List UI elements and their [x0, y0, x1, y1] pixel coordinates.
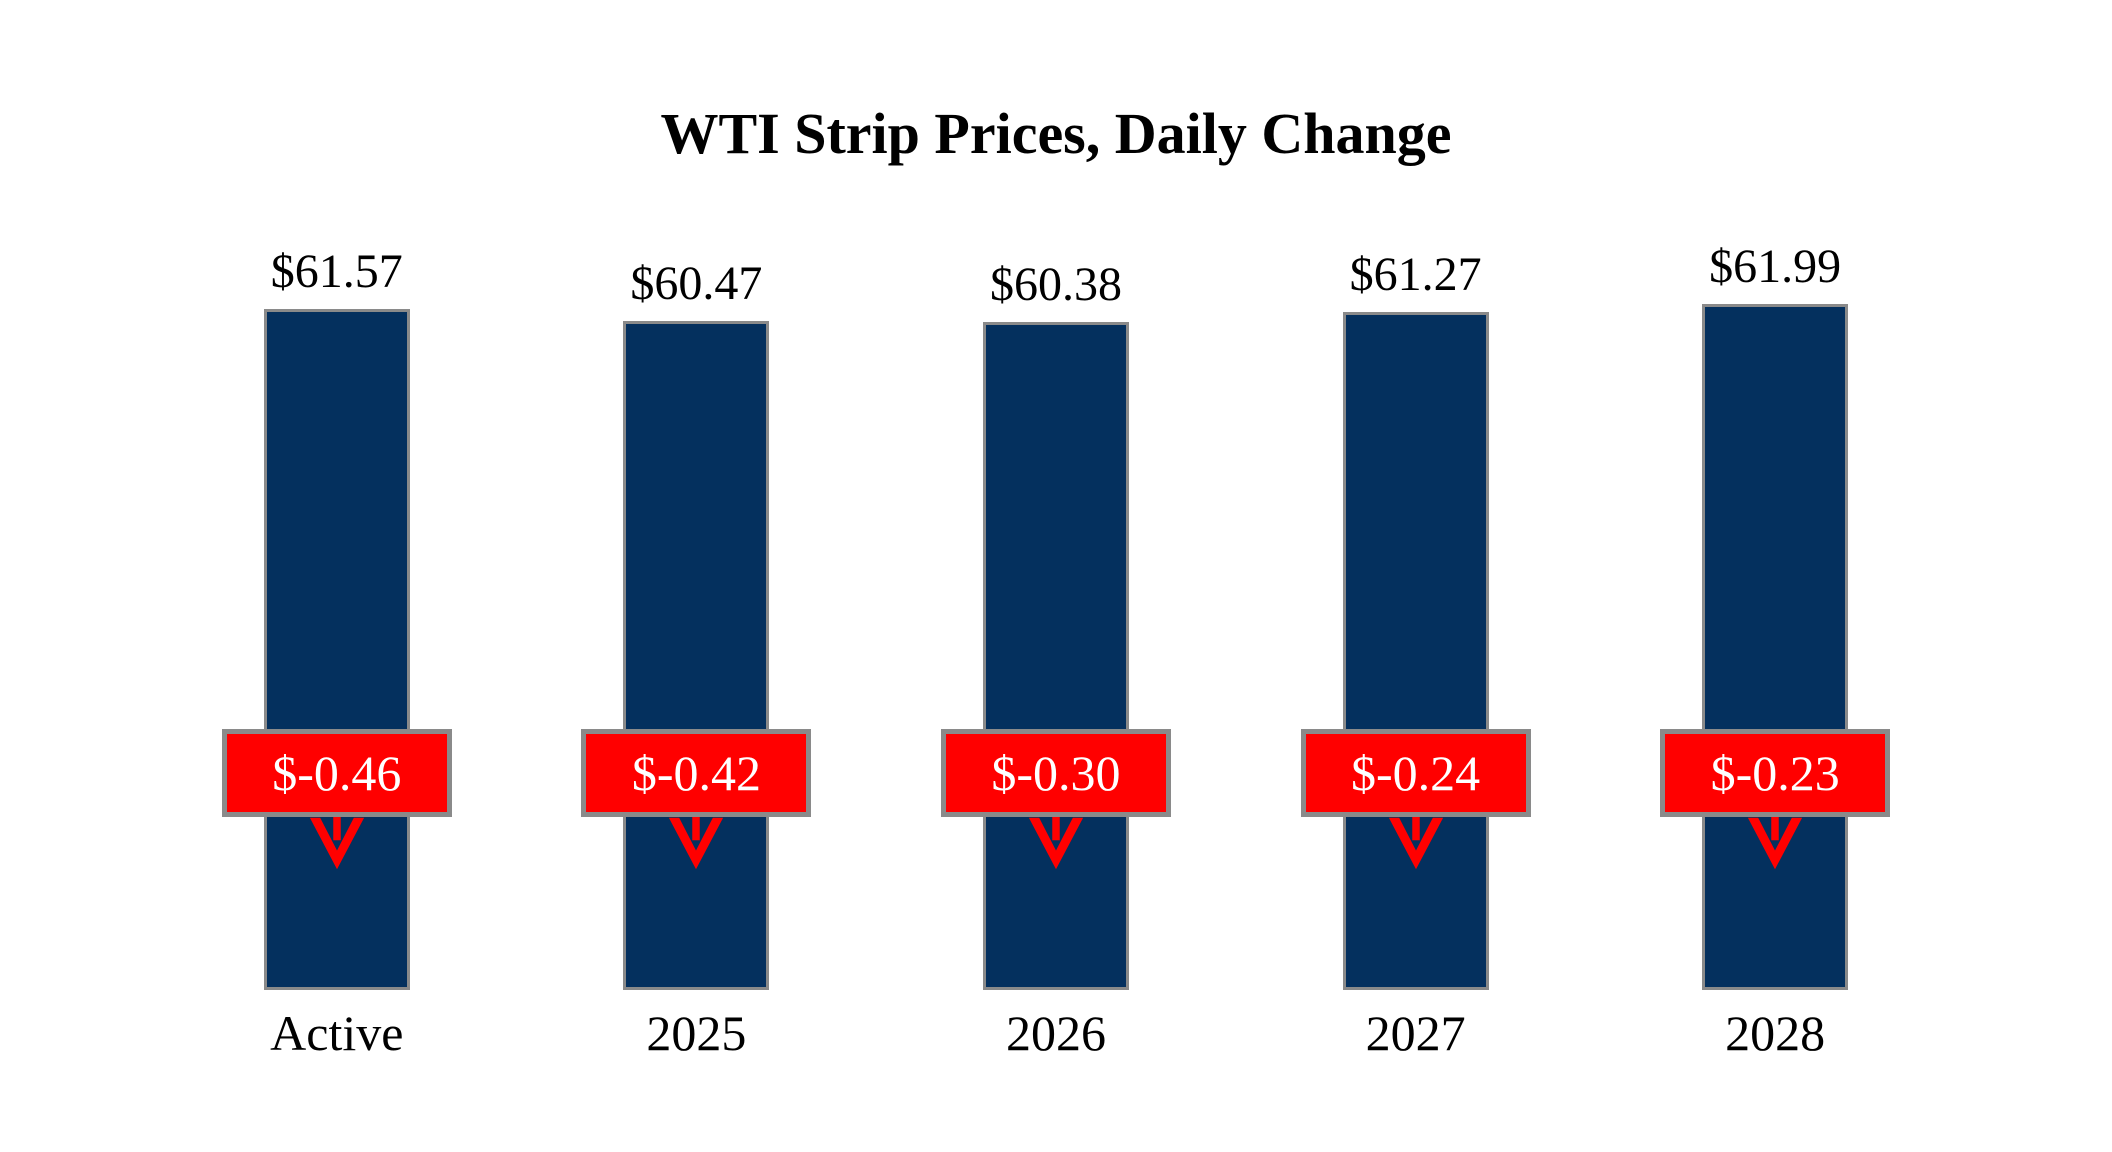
bar-group: $61.99 $-0.23 2028	[1595, 239, 1955, 1061]
down-arrow-icon	[1388, 815, 1443, 870]
down-arrow-icon	[669, 815, 724, 870]
change-badge: $-0.30	[940, 729, 1171, 817]
change-badge: $-0.42	[581, 729, 812, 817]
change-value: $-0.30	[991, 745, 1121, 801]
price-label: $60.47	[630, 257, 763, 310]
bar: $-0.30	[940, 322, 1171, 990]
bar-group: $60.47 $-0.42 2025	[517, 256, 877, 1061]
bar: $-0.24	[1300, 312, 1531, 990]
change-badge: $-0.46	[221, 729, 452, 817]
change-value: $-0.23	[1710, 745, 1840, 801]
bar: $-0.23	[1660, 304, 1891, 990]
category-label: 2027	[1365, 1005, 1466, 1061]
bar: $-0.46	[221, 309, 452, 990]
change-value: $-0.24	[1351, 745, 1481, 801]
change-badge: $-0.24	[1300, 729, 1531, 817]
chart-title: WTI Strip Prices, Daily Change	[660, 101, 1452, 166]
category-label: 2025	[646, 1005, 747, 1061]
price-label: $61.27	[1349, 248, 1482, 301]
down-arrow-icon	[309, 815, 364, 870]
change-value: $-0.42	[631, 745, 761, 801]
bar-group: $61.57 $-0.46 Active	[157, 244, 517, 1061]
bars-container: $61.57 $-0.46 Active $60.47 $-0.42 2025 …	[157, 0, 1955, 1061]
bar: $-0.42	[581, 321, 812, 990]
category-label: 2028	[1725, 1005, 1826, 1061]
price-label: $60.38	[989, 258, 1122, 311]
change-badge: $-0.23	[1660, 729, 1891, 817]
price-label: $61.57	[270, 245, 403, 298]
category-label: 2026	[1005, 1005, 1106, 1061]
bar-group: $61.27 $-0.24 2027	[1236, 247, 1596, 1061]
down-arrow-icon	[1748, 815, 1803, 870]
bar-group: $60.38 $-0.30 2026	[876, 257, 1236, 1061]
price-label: $61.99	[1709, 240, 1842, 293]
category-label: Active	[270, 1005, 404, 1061]
down-arrow-icon	[1028, 815, 1084, 870]
change-value: $-0.46	[272, 745, 402, 801]
